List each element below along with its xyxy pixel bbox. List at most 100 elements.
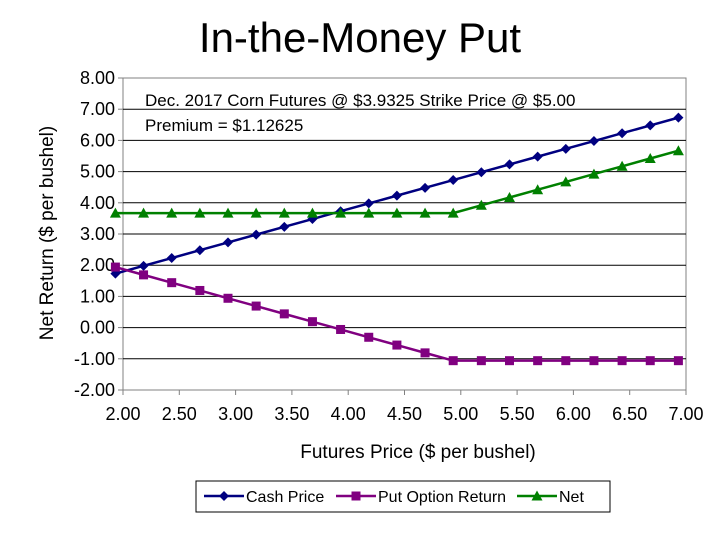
- data-point-cash-price: [588, 136, 599, 147]
- data-point-cash-price: [504, 159, 515, 170]
- x-tick-label: 7.00: [668, 404, 703, 424]
- data-point-net: [335, 207, 347, 218]
- data-point-put-option-return: [617, 356, 627, 366]
- data-point-net: [616, 160, 628, 171]
- data-point-net: [278, 207, 290, 218]
- data-point-put-option-return: [307, 317, 317, 327]
- legend-label-net: Net: [559, 489, 584, 506]
- x-tick-label: 6.50: [612, 404, 647, 424]
- series-cash-price: [110, 112, 684, 279]
- data-point-net: [475, 199, 487, 210]
- data-point-put-option-return: [110, 262, 120, 272]
- legend-marker-put-option-return: [351, 491, 361, 501]
- series-put-option-return: [110, 262, 683, 366]
- x-tick-label: 4.50: [387, 404, 422, 424]
- y-tick-label: 8.00: [80, 68, 115, 88]
- data-point-net: [503, 191, 515, 202]
- data-point-put-option-return: [139, 270, 149, 280]
- legend-label-cash-price: Cash Price: [246, 489, 324, 506]
- x-tick-label: 5.00: [443, 404, 478, 424]
- legend: Cash Price Put Option Return Net: [195, 480, 611, 513]
- y-tick-label: 2.00: [80, 255, 115, 275]
- data-point-net: [222, 207, 234, 218]
- data-point-cash-price: [560, 143, 571, 154]
- series-group: [109, 112, 684, 366]
- data-point-net: [447, 207, 459, 218]
- data-point-net: [672, 145, 684, 156]
- data-point-put-option-return: [195, 285, 205, 295]
- y-tick-label: 7.00: [80, 99, 115, 119]
- x-tick-label: 2.00: [105, 404, 140, 424]
- data-point-put-option-return: [673, 356, 683, 366]
- y-tick-label: -2.00: [74, 380, 115, 400]
- data-point-cash-price: [391, 190, 402, 201]
- data-point-cash-price: [645, 120, 656, 131]
- data-point-put-option-return: [251, 301, 261, 311]
- data-point-net: [306, 207, 318, 218]
- data-point-net: [363, 207, 375, 218]
- data-point-net: [166, 207, 178, 218]
- data-point-put-option-return: [392, 340, 402, 350]
- x-tick-label: 2.50: [162, 404, 197, 424]
- data-point-put-option-return: [364, 332, 374, 342]
- data-point-net: [391, 207, 403, 218]
- x-axis-ticks: 2.00 2.50 3.00 3.50 4.00 4.50 5.00 5.50 6.00 6.50…: [105, 390, 704, 424]
- data-point-put-option-return: [533, 356, 543, 366]
- data-point-cash-price: [673, 112, 684, 123]
- data-point-net: [532, 184, 544, 195]
- y-tick-label: 0.00: [80, 318, 115, 338]
- data-point-cash-price: [222, 237, 233, 248]
- annotation-futures-strike: Dec. 2017 Corn Futures @ $3.9325 Strike …: [145, 91, 575, 110]
- y-tick-label: 5.00: [80, 162, 115, 182]
- data-point-cash-price: [448, 175, 459, 186]
- data-point-net: [194, 207, 206, 218]
- data-point-cash-price: [166, 253, 177, 264]
- data-point-cash-price: [251, 229, 262, 240]
- data-point-cash-price: [420, 182, 431, 193]
- data-point-cash-price: [138, 260, 149, 271]
- data-point-cash-price: [476, 167, 487, 178]
- y-tick-label: -1.00: [74, 349, 115, 369]
- x-tick-label: 5.50: [500, 404, 535, 424]
- data-point-put-option-return: [448, 356, 458, 366]
- y-tick-label: 1.00: [80, 286, 115, 306]
- y-tick-label: 3.00: [80, 224, 115, 244]
- data-point-cash-price: [532, 151, 543, 162]
- x-tick-label: 4.00: [331, 404, 366, 424]
- annotation-premium: Premium = $1.12625: [145, 116, 303, 135]
- data-point-cash-price: [617, 128, 628, 139]
- data-point-put-option-return: [645, 356, 655, 366]
- data-point-put-option-return: [223, 293, 233, 303]
- data-point-cash-price: [363, 198, 374, 209]
- y-tick-label: 4.00: [80, 193, 115, 213]
- y-tick-label: 6.00: [80, 130, 115, 150]
- x-tick-label: 6.00: [556, 404, 591, 424]
- data-point-put-option-return: [561, 356, 571, 366]
- data-point-put-option-return: [336, 324, 346, 334]
- x-tick-label: 3.00: [218, 404, 253, 424]
- data-point-net: [644, 152, 656, 163]
- legend-marker-cash-price: [219, 491, 229, 501]
- data-point-cash-price: [279, 221, 290, 232]
- data-point-put-option-return: [167, 278, 177, 288]
- data-point-net: [109, 207, 121, 218]
- data-point-net: [419, 207, 431, 218]
- data-point-net: [588, 168, 600, 179]
- data-point-put-option-return: [504, 356, 514, 366]
- data-point-cash-price: [194, 245, 205, 256]
- data-point-put-option-return: [589, 356, 599, 366]
- y-axis-ticks: 8.00 7.00 6.00 5.00 4.00 3.00 2.00 1.00 0.00 -1.0…: [74, 68, 123, 400]
- legend-marker-net: [531, 490, 543, 501]
- data-point-put-option-return: [279, 309, 289, 319]
- data-point-put-option-return: [476, 356, 486, 366]
- x-axis-title: Futures Price ($ per bushel): [300, 442, 536, 463]
- legend-label-put-option-return: Put Option Return: [378, 489, 506, 506]
- data-point-net: [138, 207, 150, 218]
- series-net: [109, 145, 684, 218]
- x-tick-label: 3.50: [274, 404, 309, 424]
- data-point-put-option-return: [420, 348, 430, 358]
- data-point-net: [560, 176, 572, 187]
- y-axis-title: Net Return ($ per bushel): [37, 126, 58, 340]
- data-point-net: [250, 207, 262, 218]
- chart-title: In-the-Money Put: [198, 14, 522, 61]
